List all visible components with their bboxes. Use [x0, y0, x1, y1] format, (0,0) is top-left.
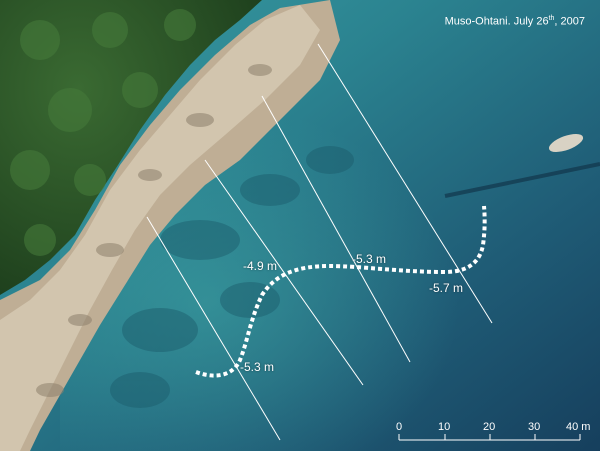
photo-caption: Muso-Ohtani. July 26th, 2007 [445, 15, 585, 28]
scale-bar [398, 434, 581, 441]
transect-line [261, 95, 411, 363]
scale-tick-label: 10 [438, 421, 451, 433]
caption-year: , 2007 [554, 15, 585, 28]
scale-tick-label: 0 [396, 421, 403, 433]
rocky-shoreline [0, 0, 340, 451]
tree-crowns [10, 9, 196, 256]
depth-label: -5.3 m [240, 360, 275, 374]
depth-label: -4.9 m [243, 259, 278, 273]
reef-patches [110, 146, 354, 408]
shore-rocks-light [0, 5, 320, 451]
caption-day-suffix: th [548, 15, 555, 22]
caption-site-date: Muso-Ohtani. July 26 [444, 15, 549, 28]
survey-transect-lines [146, 43, 493, 441]
scale-tick-label: 30 [528, 421, 541, 433]
depth-label: -5.7 m [429, 281, 464, 295]
transect-line [146, 216, 281, 441]
transect-line [317, 43, 493, 324]
scale-tick-label: 40 m [566, 421, 591, 433]
shore-rock-shadows [36, 64, 272, 397]
boat [548, 133, 584, 153]
boat-wake [444, 162, 600, 198]
forest-canopy [0, 0, 262, 295]
depth-label: -5.3 m [352, 252, 387, 266]
depth-contour-line [195, 205, 487, 378]
scale-tick-label: 20 [483, 421, 496, 433]
transect-line [204, 159, 364, 386]
